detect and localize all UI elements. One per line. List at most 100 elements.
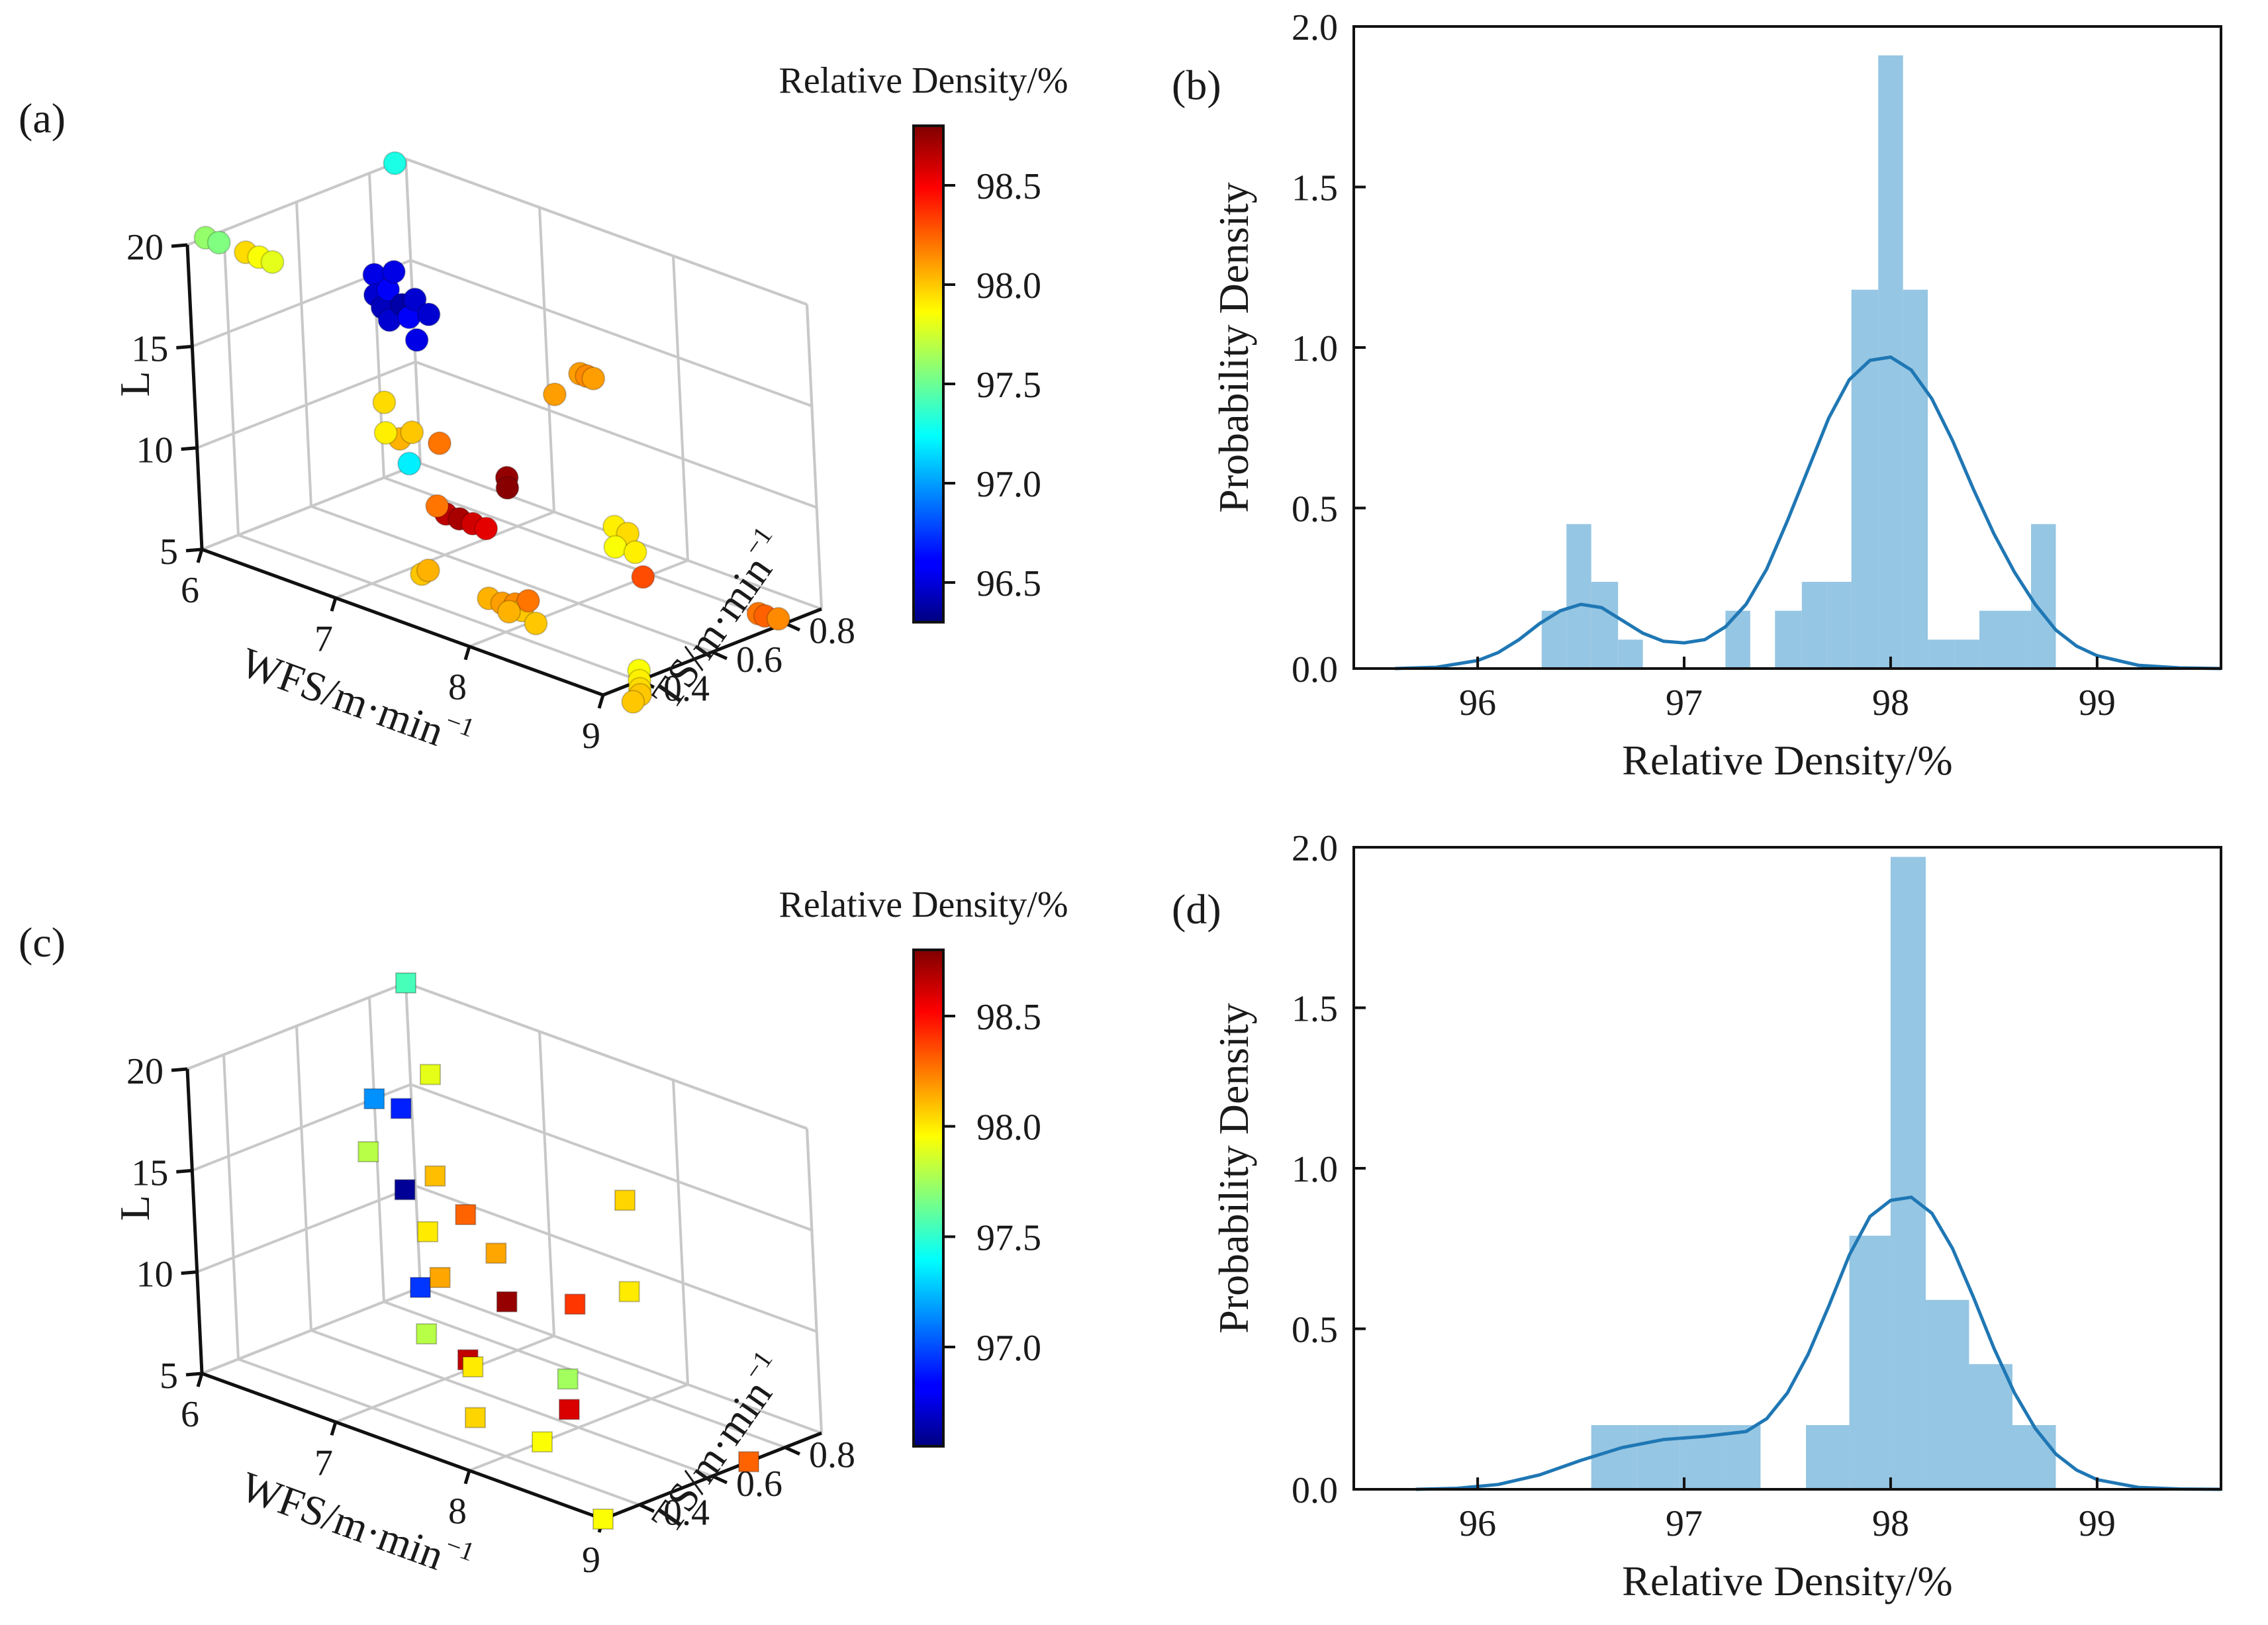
y-tick — [711, 650, 728, 661]
left-wall-grid-z — [196, 1184, 416, 1274]
left-wall-grid-y — [295, 1025, 312, 1331]
histogram-bar — [1636, 1425, 1680, 1489]
y-tick-label: 0.4 — [663, 668, 710, 709]
colorbar — [912, 949, 945, 1448]
z-tick — [185, 1371, 203, 1377]
plot-frame — [1352, 25, 2222, 670]
panel-b-histogram: (b) 96 97 98 99 0.0 0.5 1.0 1.5 2.0 Relative Densi… — [1172, 7, 2222, 784]
back-wall-grid-z — [414, 360, 818, 509]
z-tick-label: 20 — [126, 1051, 164, 1092]
y-tick-label: 0.6 — [736, 639, 782, 680]
data-point — [416, 302, 441, 326]
colorbar-tick-label: 97.0 — [976, 1328, 1041, 1369]
data-point — [516, 588, 540, 613]
y-tick-label: 2.0 — [1292, 7, 1338, 48]
floor-grid-y — [383, 1300, 786, 1449]
colorbar — [912, 124, 945, 624]
x-axis-line — [201, 547, 604, 697]
back-wall-grid-z — [410, 259, 813, 408]
floor-grid-y — [238, 534, 640, 682]
histogram-bar — [1979, 610, 2005, 669]
x-tick-label: 7 — [314, 1442, 333, 1483]
panel-c-3d-scatter: (c)67890.40.60.85101520WFS/m·min−1TS/m·m… — [19, 884, 1068, 1589]
floor-grid-y — [310, 505, 713, 653]
data-point — [429, 1267, 451, 1288]
x-tick-label: 99 — [2079, 682, 2116, 723]
histogram-bar — [1806, 1425, 1850, 1489]
data-point — [404, 328, 429, 352]
y-tick-label: 0.5 — [1292, 1310, 1338, 1351]
back-wall-grid-x — [672, 255, 689, 561]
box-edge — [405, 982, 808, 1130]
x-tick-label: 99 — [2079, 1503, 2116, 1544]
y-tick-label: 0.0 — [1292, 649, 1338, 690]
histogram-bar — [1903, 289, 1928, 669]
histogram-bar — [1591, 582, 1619, 669]
x-tick — [463, 645, 471, 661]
data-point — [623, 540, 647, 565]
x-axis-line — [201, 1371, 604, 1521]
box-edge — [806, 1128, 823, 1434]
z-axis-line — [185, 1068, 204, 1374]
x-tick-label: 8 — [448, 667, 467, 708]
histogram-bar — [1566, 524, 1591, 669]
d-panel-label: (d) — [1172, 886, 1221, 933]
data-point — [581, 366, 606, 391]
box-edge — [187, 158, 406, 246]
histogram-bar — [1826, 582, 1852, 669]
x-tick-label: 97 — [1666, 682, 1703, 723]
box-edge — [187, 982, 406, 1070]
x-tick-label: 96 — [1459, 1503, 1496, 1544]
y-tick — [638, 1503, 655, 1513]
data-point — [207, 230, 231, 255]
z-tick-label: 10 — [136, 430, 173, 471]
back-wall-grid-z — [420, 1286, 822, 1434]
data-point — [485, 1242, 507, 1264]
x-tick — [597, 694, 605, 709]
data-point — [425, 494, 449, 518]
y-tick-label: 0.4 — [663, 1492, 710, 1533]
z-tick — [181, 446, 197, 451]
data-point — [417, 1221, 439, 1242]
histogram-bar — [1725, 1425, 1761, 1489]
data-point — [592, 1509, 614, 1530]
z-tick-label: 5 — [160, 1356, 178, 1397]
left-wall-grid-z — [201, 462, 421, 551]
data-point — [495, 476, 520, 500]
histogram-bar — [1928, 639, 1955, 669]
back-wall-grid-x — [672, 1080, 689, 1385]
data-point — [381, 259, 406, 284]
back-wall-grid-z — [414, 1184, 818, 1333]
data-point — [564, 1293, 586, 1315]
data-point — [400, 420, 424, 445]
x-tick — [463, 1469, 471, 1485]
data-point — [524, 611, 548, 635]
data-point — [558, 1399, 580, 1420]
box-edge — [806, 304, 823, 610]
left-wall-grid-z — [196, 360, 416, 449]
z-axis-label: L — [111, 371, 158, 396]
data-point — [357, 1141, 379, 1162]
colorbar-title: Relative Density/% — [779, 884, 1068, 925]
histogram-bar — [1775, 610, 1802, 669]
z-tick — [181, 1270, 197, 1276]
data-point — [766, 606, 790, 631]
data-point — [603, 535, 628, 559]
data-point — [542, 382, 567, 406]
panel-d-histogram: (d) 96 97 98 99 0.0 0.5 1.0 1.5 2.0 Relative Densi… — [1172, 828, 2222, 1604]
x-tick-label: 9 — [582, 1540, 600, 1581]
c-panel-label: (c) — [19, 919, 66, 966]
histogram-bar — [1851, 289, 1879, 669]
data-point — [462, 1356, 484, 1377]
kde-curve — [1395, 355, 2222, 671]
data-point — [557, 1368, 579, 1390]
data-point — [618, 1281, 640, 1303]
z-tick-label: 15 — [131, 1152, 168, 1193]
x-axis-label: Relative Density/% — [1622, 737, 1952, 784]
z-axis-label: L — [111, 1195, 158, 1221]
data-point — [390, 1097, 412, 1119]
y-tick-label: 0.8 — [809, 1435, 855, 1476]
a-panel-label: (a) — [19, 95, 66, 142]
histogram-bar — [2012, 1425, 2056, 1489]
z-tick — [185, 547, 203, 553]
